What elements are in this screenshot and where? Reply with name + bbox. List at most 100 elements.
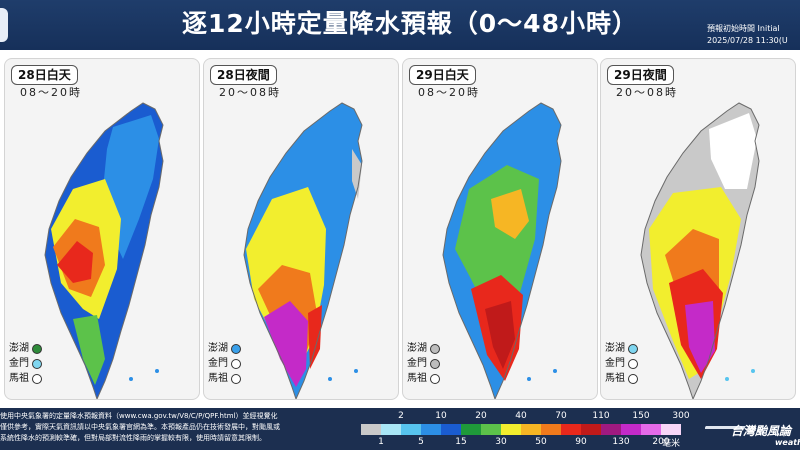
legend-swatch xyxy=(461,424,481,435)
island-rain-dot xyxy=(32,373,42,384)
legend-tick-label: 70 xyxy=(555,411,567,421)
rainfall-area xyxy=(709,113,757,189)
disclaimer-line: 系統性降水的預測較準確，但對局部對流性降雨的掌握較有限，使用時請留意其限制。 xyxy=(0,434,266,442)
panel-period-label: 29日白天 xyxy=(409,65,476,85)
small-island xyxy=(328,377,332,381)
legend-tick-label: 1 xyxy=(378,437,384,447)
rainfall-area xyxy=(57,241,93,283)
small-island xyxy=(527,377,531,381)
taiwan-outline xyxy=(442,102,562,399)
legend-tick-label: 10 xyxy=(435,411,447,421)
rainfall-area xyxy=(264,301,308,387)
small-island xyxy=(725,377,729,381)
taiwan-rain-map xyxy=(442,102,562,399)
island-row: 金門 xyxy=(407,356,467,371)
legend-swatch xyxy=(541,424,561,435)
panel-hours: 20～08時 xyxy=(219,86,281,99)
brand-sub: weather xyxy=(775,438,800,447)
island-row: 金門 xyxy=(208,356,268,371)
island-name: 金門 xyxy=(605,358,625,369)
panel-hours: 08～20時 xyxy=(418,86,480,99)
disclaimer-line: 僅供參考，實際天氣資訊請以中央氣象署官網為準。本預報產品仍在技術發展中，對颱風或 xyxy=(0,423,280,431)
island-row: 澎湖 xyxy=(208,341,268,356)
taiwan-outline xyxy=(44,102,164,399)
island-rain-dot xyxy=(430,358,440,369)
island-rain-dot xyxy=(628,343,638,354)
island-row: 金門 xyxy=(605,356,665,371)
legend-swatch xyxy=(641,424,661,435)
island-row: 馬祖 xyxy=(605,371,665,386)
outlying-islands: 澎湖 金門 馬祖 xyxy=(208,341,268,386)
island-name: 澎湖 xyxy=(605,343,625,354)
disclaimer-text: 使用中央氣象署的定量降水預報資料（www.cwa.gov.tw/V8/C/P/Q… xyxy=(0,411,345,444)
island-name: 馬祖 xyxy=(208,373,228,384)
panel-hours: 20～08時 xyxy=(616,86,678,99)
island-name: 金門 xyxy=(407,358,427,369)
rainfall-area xyxy=(308,305,322,369)
legend-swatch xyxy=(401,424,421,435)
legend-bottom-ticks: 1 5 15 30 50 90 130 200 xyxy=(355,436,695,448)
legend-tick-label: 110 xyxy=(592,411,610,421)
legend-tick-label: 15 xyxy=(455,437,467,447)
island-name: 金門 xyxy=(9,358,29,369)
island-row: 金門 xyxy=(9,356,69,371)
island-rain-dot xyxy=(32,343,42,354)
small-island xyxy=(155,369,159,373)
outlying-islands: 澎湖 金門 馬祖 xyxy=(9,341,69,386)
header-bar xyxy=(0,0,800,50)
island-rain-dot xyxy=(231,358,241,369)
island-row: 澎湖 xyxy=(605,341,665,356)
legend-tick-label: 20 xyxy=(475,411,487,421)
legend-swatch xyxy=(661,424,681,435)
init-time-label: 預報初始時間 Initial xyxy=(707,24,780,33)
island-row: 馬祖 xyxy=(208,371,268,386)
island-name: 馬祖 xyxy=(407,373,427,384)
rainfall-area xyxy=(491,189,529,239)
legend-swatch xyxy=(561,424,581,435)
island-row: 馬祖 xyxy=(407,371,467,386)
page-title: 逐12小時定量降水預報（0～48小時） xyxy=(182,9,638,38)
island-rain-dot xyxy=(430,373,440,384)
legend-tick-label: 40 xyxy=(515,411,527,421)
forecast-panel-28-night: 28日夜間 20～08時 澎湖金門馬祖 xyxy=(203,58,399,400)
rainfall-area xyxy=(73,315,105,385)
island-row: 澎湖 xyxy=(9,341,69,356)
legend-tick-label: 130 xyxy=(612,437,630,447)
legend-swatch xyxy=(361,424,381,435)
panel-period-label: 28日夜間 xyxy=(210,65,277,85)
island-row: 馬祖 xyxy=(9,371,69,386)
legend-tick-label: 5 xyxy=(418,437,424,447)
rainfall-color-legend: 2 10 20 40 70 110 150 300 1 5 15 30 50 90 130 200 xyxy=(355,410,695,448)
taiwan-rain-map xyxy=(44,102,164,399)
forecast-panel-29-night: 29日夜間 20～08時 澎湖 金門 馬祖 xyxy=(600,58,796,400)
init-time-value: 2025/07/28 11:30(U xyxy=(707,36,788,45)
outlying-islands: 澎湖 金門 馬祖 xyxy=(407,341,467,386)
taiwan-rain-map xyxy=(640,102,760,399)
taiwan-rain-map xyxy=(243,102,363,399)
legend-tick-label: 150 xyxy=(632,411,650,421)
legend-top-ticks: 2 10 20 40 70 110 150 300 xyxy=(355,410,695,422)
island-rain-dot xyxy=(231,373,241,384)
legend-swatch xyxy=(441,424,461,435)
legend-swatch xyxy=(421,424,441,435)
legend-swatch xyxy=(481,424,501,435)
legend-tick-label: 300 xyxy=(672,411,690,421)
island-rain-dot xyxy=(231,343,241,354)
legend-tick-label: 50 xyxy=(535,437,547,447)
legend-swatch xyxy=(621,424,641,435)
forecast-panel-28-day: 28日白天 08～20時 澎湖 金門 馬祖 xyxy=(4,58,200,400)
island-name: 馬祖 xyxy=(9,373,29,384)
small-island xyxy=(354,369,358,373)
legend-swatch xyxy=(381,424,401,435)
outlying-islands: 澎湖 金門 馬祖 xyxy=(605,341,665,386)
island-name: 澎湖 xyxy=(208,343,228,354)
island-name: 澎湖 xyxy=(407,343,427,354)
legend-color-bar xyxy=(361,424,681,435)
panel-period-label: 28日白天 xyxy=(11,65,78,85)
legend-swatch xyxy=(521,424,541,435)
legend-swatch xyxy=(501,424,521,435)
brand-logo: 台灣颱風論 weather xyxy=(705,418,800,448)
rainfall-area xyxy=(485,301,515,369)
legend-tick-label: 30 xyxy=(495,437,507,447)
small-island xyxy=(751,369,755,373)
